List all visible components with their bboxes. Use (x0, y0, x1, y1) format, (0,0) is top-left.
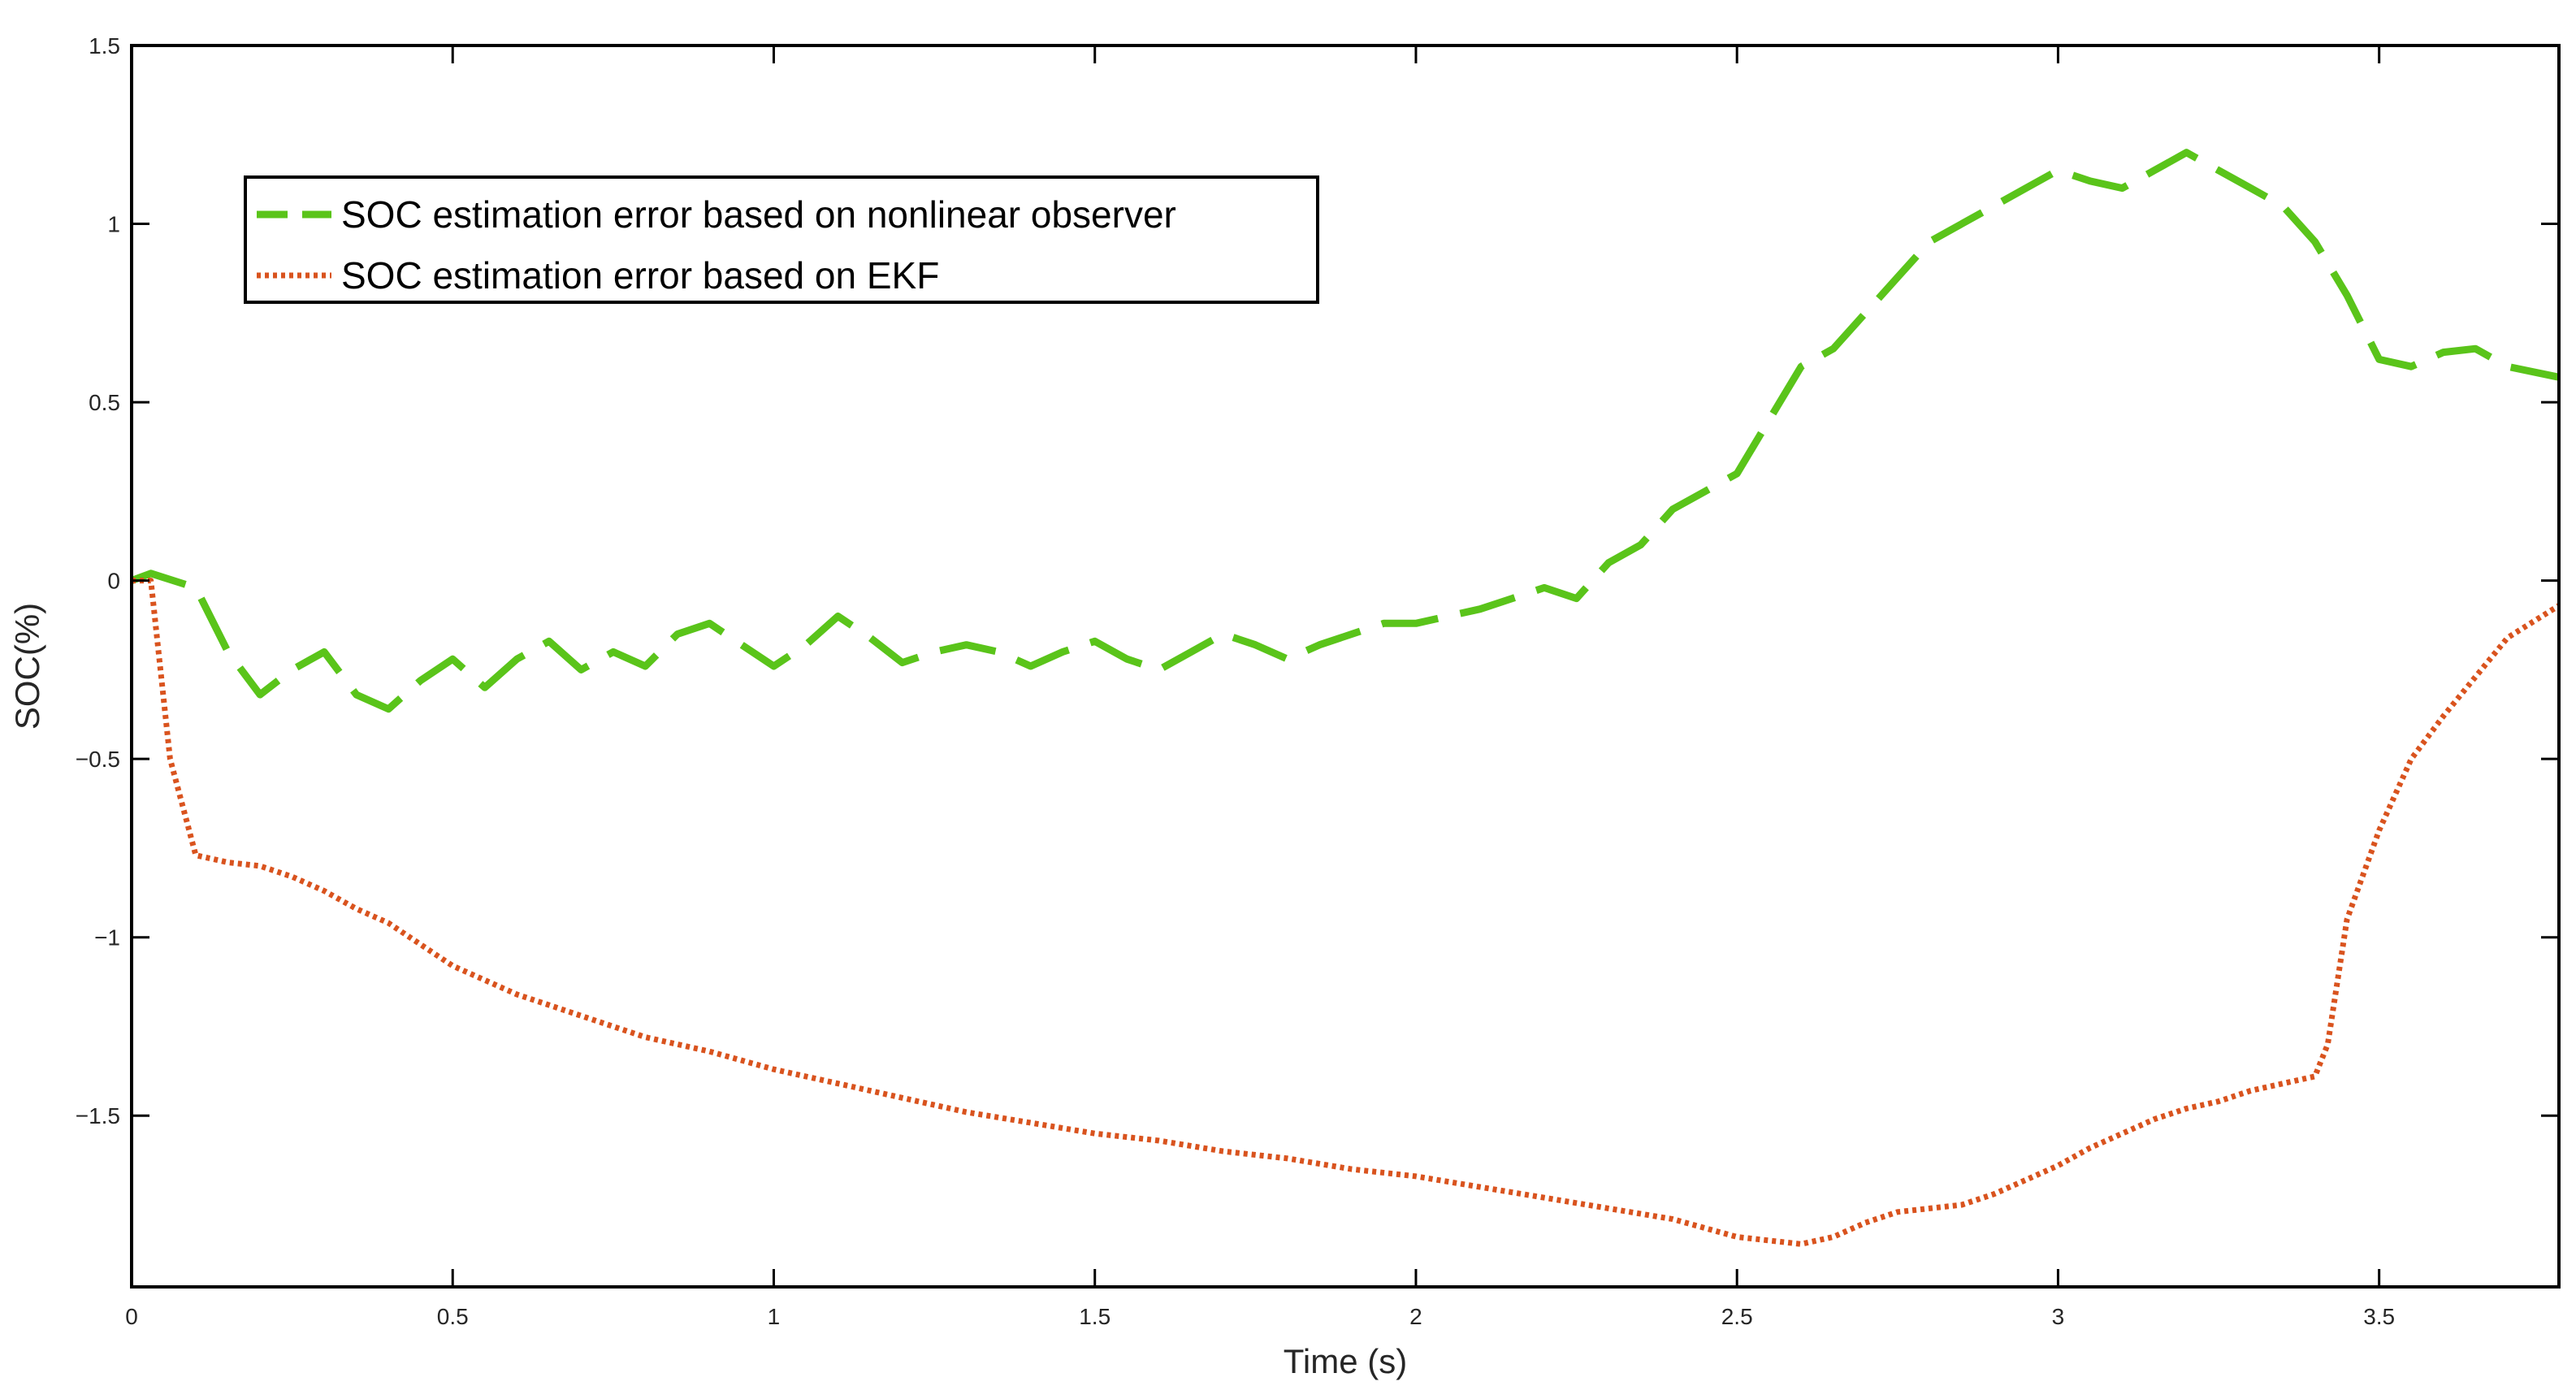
series-line-nonlinear-observer (130, 149, 2560, 713)
x-axis-label: Time (s) (1284, 1342, 1407, 1380)
legend-box (244, 175, 1319, 304)
x-tick-label: 0 (125, 1304, 138, 1329)
y-tick-label: 0.5 (89, 390, 120, 415)
x-tick-label: 1 (768, 1304, 781, 1329)
y-tick-label: −1 (94, 925, 120, 951)
y-tick-label: −1.5 (76, 1103, 120, 1128)
x-ticks: 0 0.5 1 1.5 2 2.5 3 3.5 (125, 45, 2395, 1329)
series-line-ekf (132, 578, 2561, 1247)
x-tick-label: 2.5 (1721, 1304, 1753, 1329)
y-tick-label: −0.5 (76, 747, 120, 772)
x-tick-label: 1.5 (1079, 1304, 1110, 1329)
legend: SOC estimation error based on nonlinear … (244, 175, 1319, 304)
legend-label-nonlinear-observer: SOC estimation error based on nonlinear … (341, 193, 1176, 236)
y-tick-label: 1 (107, 212, 120, 237)
y-ticks: 1.5 1 0.5 0 −0.5 −1 −1.5 (76, 33, 2559, 1128)
x-tick-label: 0.5 (437, 1304, 469, 1329)
x-tick-label: 2 (1409, 1304, 1422, 1329)
legend-label-ekf: SOC estimation error based on EKF (341, 254, 939, 297)
y-tick-label: 0 (107, 569, 120, 594)
x-tick-label: 3 (2052, 1304, 2065, 1329)
y-axis-label: SOC(%) (8, 603, 46, 730)
x-tick-label: 3.5 (2363, 1304, 2395, 1329)
series-layer (130, 149, 2561, 1247)
plot-frame (130, 44, 2561, 1289)
y-tick-label: 1.5 (89, 33, 120, 58)
